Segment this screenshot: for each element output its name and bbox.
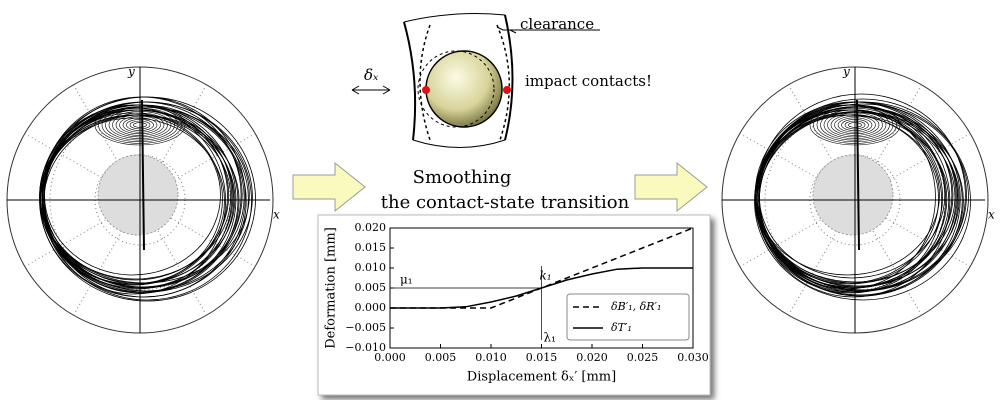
caption: the contact-state transition	[381, 192, 630, 213]
double-arrow	[351, 85, 391, 95]
line-series	[390, 267, 693, 309]
y-tick-label: 0.005	[355, 281, 387, 294]
caption: Smoothing	[413, 167, 512, 188]
y-tick-label: 0.015	[355, 241, 387, 254]
y-tick-label: 0.000	[355, 301, 387, 314]
orbit-trace	[141, 99, 145, 251]
orbit-trace	[834, 115, 876, 135]
orbit-trace	[816, 107, 894, 143]
x-tick-label: 0.015	[526, 351, 558, 364]
chart: −0.010 −0.005 0.000 0.005 0.010 0.015 0.020 0.0…	[324, 221, 709, 385]
y-tick-label: 0.020	[355, 221, 387, 234]
y-axis-label: Deformation [mm]	[324, 227, 339, 349]
orbit-trace	[841, 119, 869, 131]
orbit-trace	[101, 107, 179, 143]
x-tick-label: 0.005	[425, 351, 457, 364]
orbit-trace	[112, 112, 168, 138]
orbit-trace	[42, 112, 223, 286]
axis-label: x	[988, 208, 995, 222]
wall-dotted	[419, 24, 431, 141]
orbit-trace	[94, 104, 186, 146]
legend-label: δB′₁, δR′₁	[611, 300, 661, 313]
orbit-trace	[827, 112, 883, 138]
orbit-trace	[809, 104, 901, 146]
wall	[403, 13, 506, 23]
orbit-trace	[837, 117, 873, 133]
wall	[504, 14, 514, 141]
contact-point	[422, 86, 430, 94]
orbit-trace	[98, 106, 182, 144]
x-axis-label: Displacement δₓ′ [mm]	[467, 370, 616, 385]
y-tick-label: 0.010	[355, 261, 387, 274]
orbit-trace	[122, 117, 158, 133]
impact-label: impact contacts!	[525, 72, 652, 90]
orbit-trace	[856, 99, 860, 251]
orbit-trace	[823, 111, 887, 139]
orbit-trace	[105, 109, 175, 141]
x-tick-label: 0.025	[627, 351, 659, 364]
clearance-label: clearance	[520, 15, 594, 33]
bearing-diagram	[351, 13, 600, 148]
orbit-trace	[108, 111, 172, 139]
orbit-trace	[830, 114, 880, 136]
clearance-zone	[97, 154, 179, 236]
orbit-trace	[133, 122, 147, 128]
orbit-trace	[129, 120, 151, 130]
x-tick-label: 0.000	[374, 351, 406, 364]
wall	[403, 21, 417, 141]
orbit-trace	[754, 101, 971, 301]
delta-label: δₓ	[364, 66, 379, 84]
orbit-trace	[119, 115, 161, 135]
x-tick-label: 0.030	[677, 351, 709, 364]
legend-label: δT′₁	[611, 321, 632, 334]
annotation: k₁	[540, 269, 552, 283]
orbits: x y x y	[6, 65, 995, 334]
y-tick-label: −0.005	[345, 321, 386, 334]
x-tick-label: 0.020	[576, 351, 608, 364]
axis-label: x	[273, 208, 280, 222]
x-tick-label: 0.010	[475, 351, 507, 364]
orbit-trace	[115, 114, 165, 136]
ball-outline	[417, 50, 495, 128]
clearance-marker	[496, 26, 600, 34]
orbit-trace	[126, 119, 154, 131]
annotation: λ₁	[544, 331, 556, 345]
axis-label: y	[842, 65, 850, 79]
wall	[412, 139, 506, 148]
arrow	[292, 161, 366, 213]
arrow	[634, 161, 708, 213]
annotation: μ₁	[400, 273, 413, 287]
axis-label: y	[127, 65, 135, 79]
clearance-zone	[812, 154, 894, 236]
contact-point	[503, 86, 511, 94]
y-tick-label: −0.010	[345, 341, 386, 354]
wall-dotted	[496, 24, 511, 141]
orbit-trace	[813, 106, 897, 144]
orbit-trace	[820, 109, 890, 141]
orbit-trace	[848, 122, 862, 128]
orbit-trace	[844, 120, 866, 130]
ball	[425, 50, 503, 128]
